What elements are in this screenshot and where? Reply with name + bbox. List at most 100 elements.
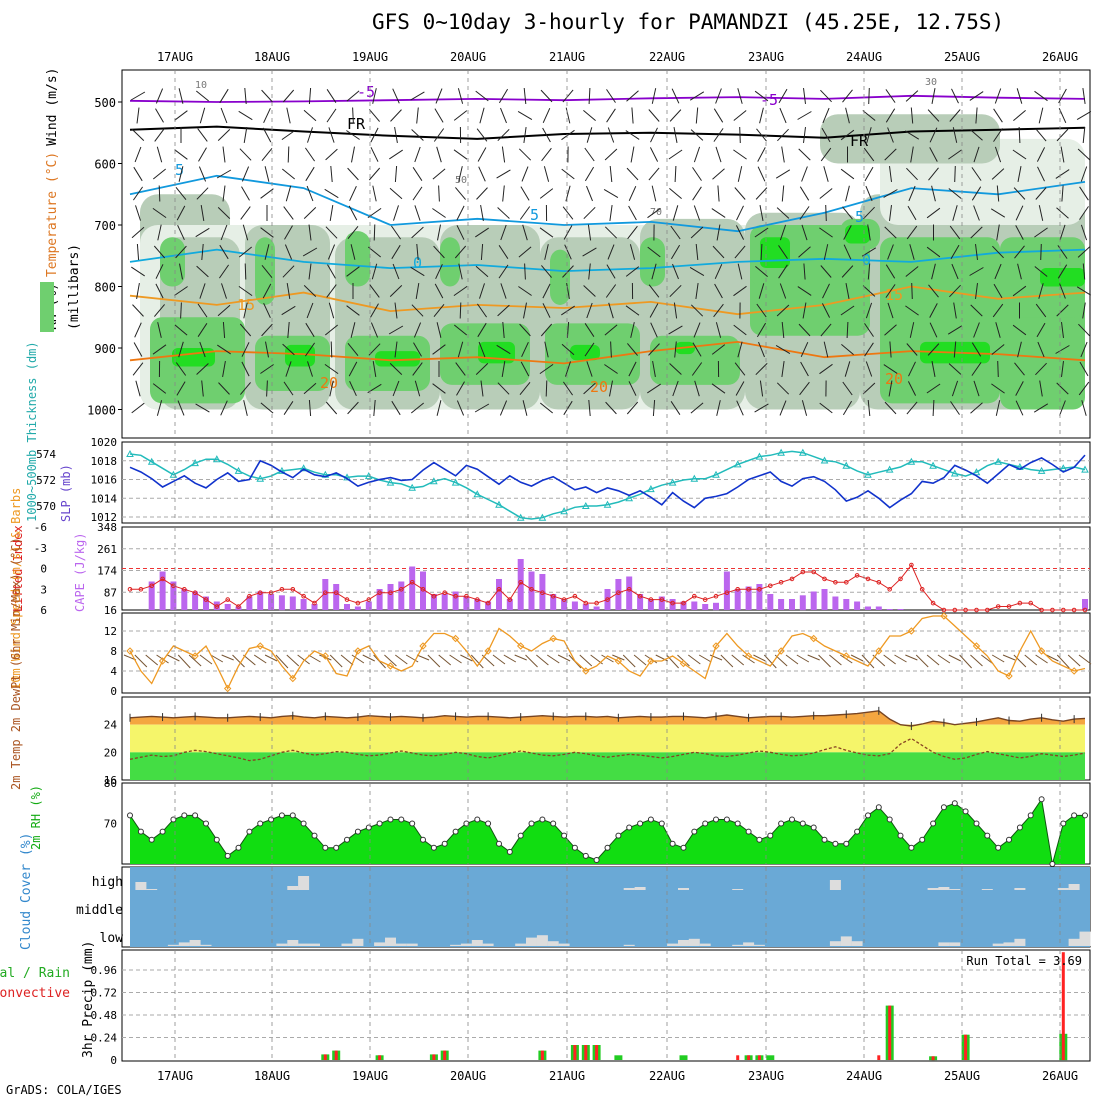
surface-wind-barb (818, 654, 831, 668)
cape-bar (865, 606, 871, 610)
li-point (594, 600, 599, 606)
li-point (583, 600, 589, 606)
thickness-point (560, 507, 568, 515)
wind-barb (261, 147, 273, 162)
li-point (1061, 607, 1066, 613)
wind-barb (647, 246, 661, 258)
wind-barb (695, 283, 699, 299)
surface-wind-barb (1046, 654, 1059, 662)
wind-tick-label: 4 (110, 665, 117, 678)
wind-barb (841, 344, 854, 355)
date-label-bottom: 18AUG (254, 1069, 290, 1083)
li-point (702, 597, 708, 602)
li-point (605, 597, 610, 602)
wind-barb (582, 247, 597, 257)
wind-barb (286, 107, 291, 124)
rh2m-tick-label: 70 (104, 818, 117, 831)
wind-barb (260, 227, 274, 238)
rh-green-region-13 (440, 237, 460, 287)
precip-convective-bar (432, 1054, 436, 1060)
wind-barb (1061, 185, 1064, 202)
wind-barb (308, 87, 312, 105)
wind-barb (739, 126, 741, 144)
cape-bar (713, 602, 719, 611)
surface-wind-barb (188, 654, 202, 667)
rh2m-point (582, 852, 589, 859)
wind-barb (523, 302, 527, 319)
wind-speed-point (1070, 667, 1078, 675)
wind-barb (539, 227, 554, 238)
wind-barb (475, 363, 489, 375)
wind-tick-label: 12 (104, 625, 117, 638)
cloud-low-bar (536, 935, 548, 946)
wind-barb (435, 263, 443, 280)
date-label-top: 24AUG (846, 50, 882, 64)
wind-barb (715, 146, 722, 163)
cloud-low-bar (1079, 931, 1091, 946)
surface-wind-barb (460, 654, 473, 662)
wind-barb (781, 321, 785, 339)
wind-speed-point (777, 647, 785, 655)
li-point (485, 600, 491, 606)
rh2m-point (268, 816, 275, 823)
li-point (952, 607, 958, 613)
footer-credit: GrADS: COLA/IGES (6, 1083, 122, 1097)
wind-barb (174, 149, 188, 160)
wind-barb (539, 363, 554, 375)
wind-barb (497, 304, 510, 317)
wind-barb (329, 380, 334, 397)
li-tick-label: -3 (34, 542, 47, 555)
isotherm-0 (129, 248, 1086, 273)
wind-barb (691, 362, 703, 376)
wind-barb (1034, 227, 1048, 238)
li-point (659, 597, 665, 602)
wind-barb (201, 243, 204, 261)
surface-wind-barb (905, 654, 918, 661)
wind-barb (1076, 286, 1092, 296)
surface-wind-barb (763, 654, 777, 669)
li-point (279, 587, 285, 592)
cape-bar (387, 584, 394, 610)
wind-barb (608, 302, 614, 319)
rh2m-point (713, 816, 719, 823)
li-point (930, 600, 936, 606)
thickness-point (603, 500, 612, 508)
wind-barb (178, 341, 184, 358)
wind-barb (997, 360, 999, 378)
cape-bar (354, 606, 361, 610)
thickness-point (126, 449, 134, 457)
thickness-point (972, 468, 981, 476)
surface-wind-barb (329, 654, 343, 668)
wind-barb (948, 149, 962, 160)
rh2m-point (159, 828, 166, 835)
wind-barb (199, 107, 206, 124)
wind-barb (842, 381, 853, 396)
isotherm-label-11: 15 (885, 286, 903, 304)
cape-bar (571, 601, 578, 610)
wind-barb (328, 302, 335, 319)
wind-barb (475, 265, 489, 278)
wind-barb (823, 244, 829, 260)
li-tick-label: 0 (40, 563, 47, 576)
wind-barb (152, 383, 167, 394)
surface-wind-barb (340, 654, 354, 666)
wind-barb (927, 109, 940, 122)
pressure-tick-label: 800 (94, 281, 116, 295)
rh2m-point (1060, 820, 1067, 827)
wind-barb (737, 263, 743, 280)
wind-barb (630, 146, 635, 163)
wind-barb (566, 283, 570, 299)
wind-barb (132, 362, 144, 376)
wind-barb (157, 224, 162, 241)
date-label-top: 23AUG (748, 50, 784, 64)
wind-barb (285, 361, 292, 377)
wind-barb (862, 285, 876, 297)
wind-barb (539, 402, 554, 414)
rh2m-point (333, 844, 340, 851)
wind-barb (287, 321, 290, 339)
cloud-low-bar (547, 941, 559, 946)
surface-wind-barb (601, 654, 614, 663)
rh-green-region-12 (345, 231, 370, 287)
wind-barb (928, 167, 939, 181)
rh2m-point (1082, 812, 1088, 819)
